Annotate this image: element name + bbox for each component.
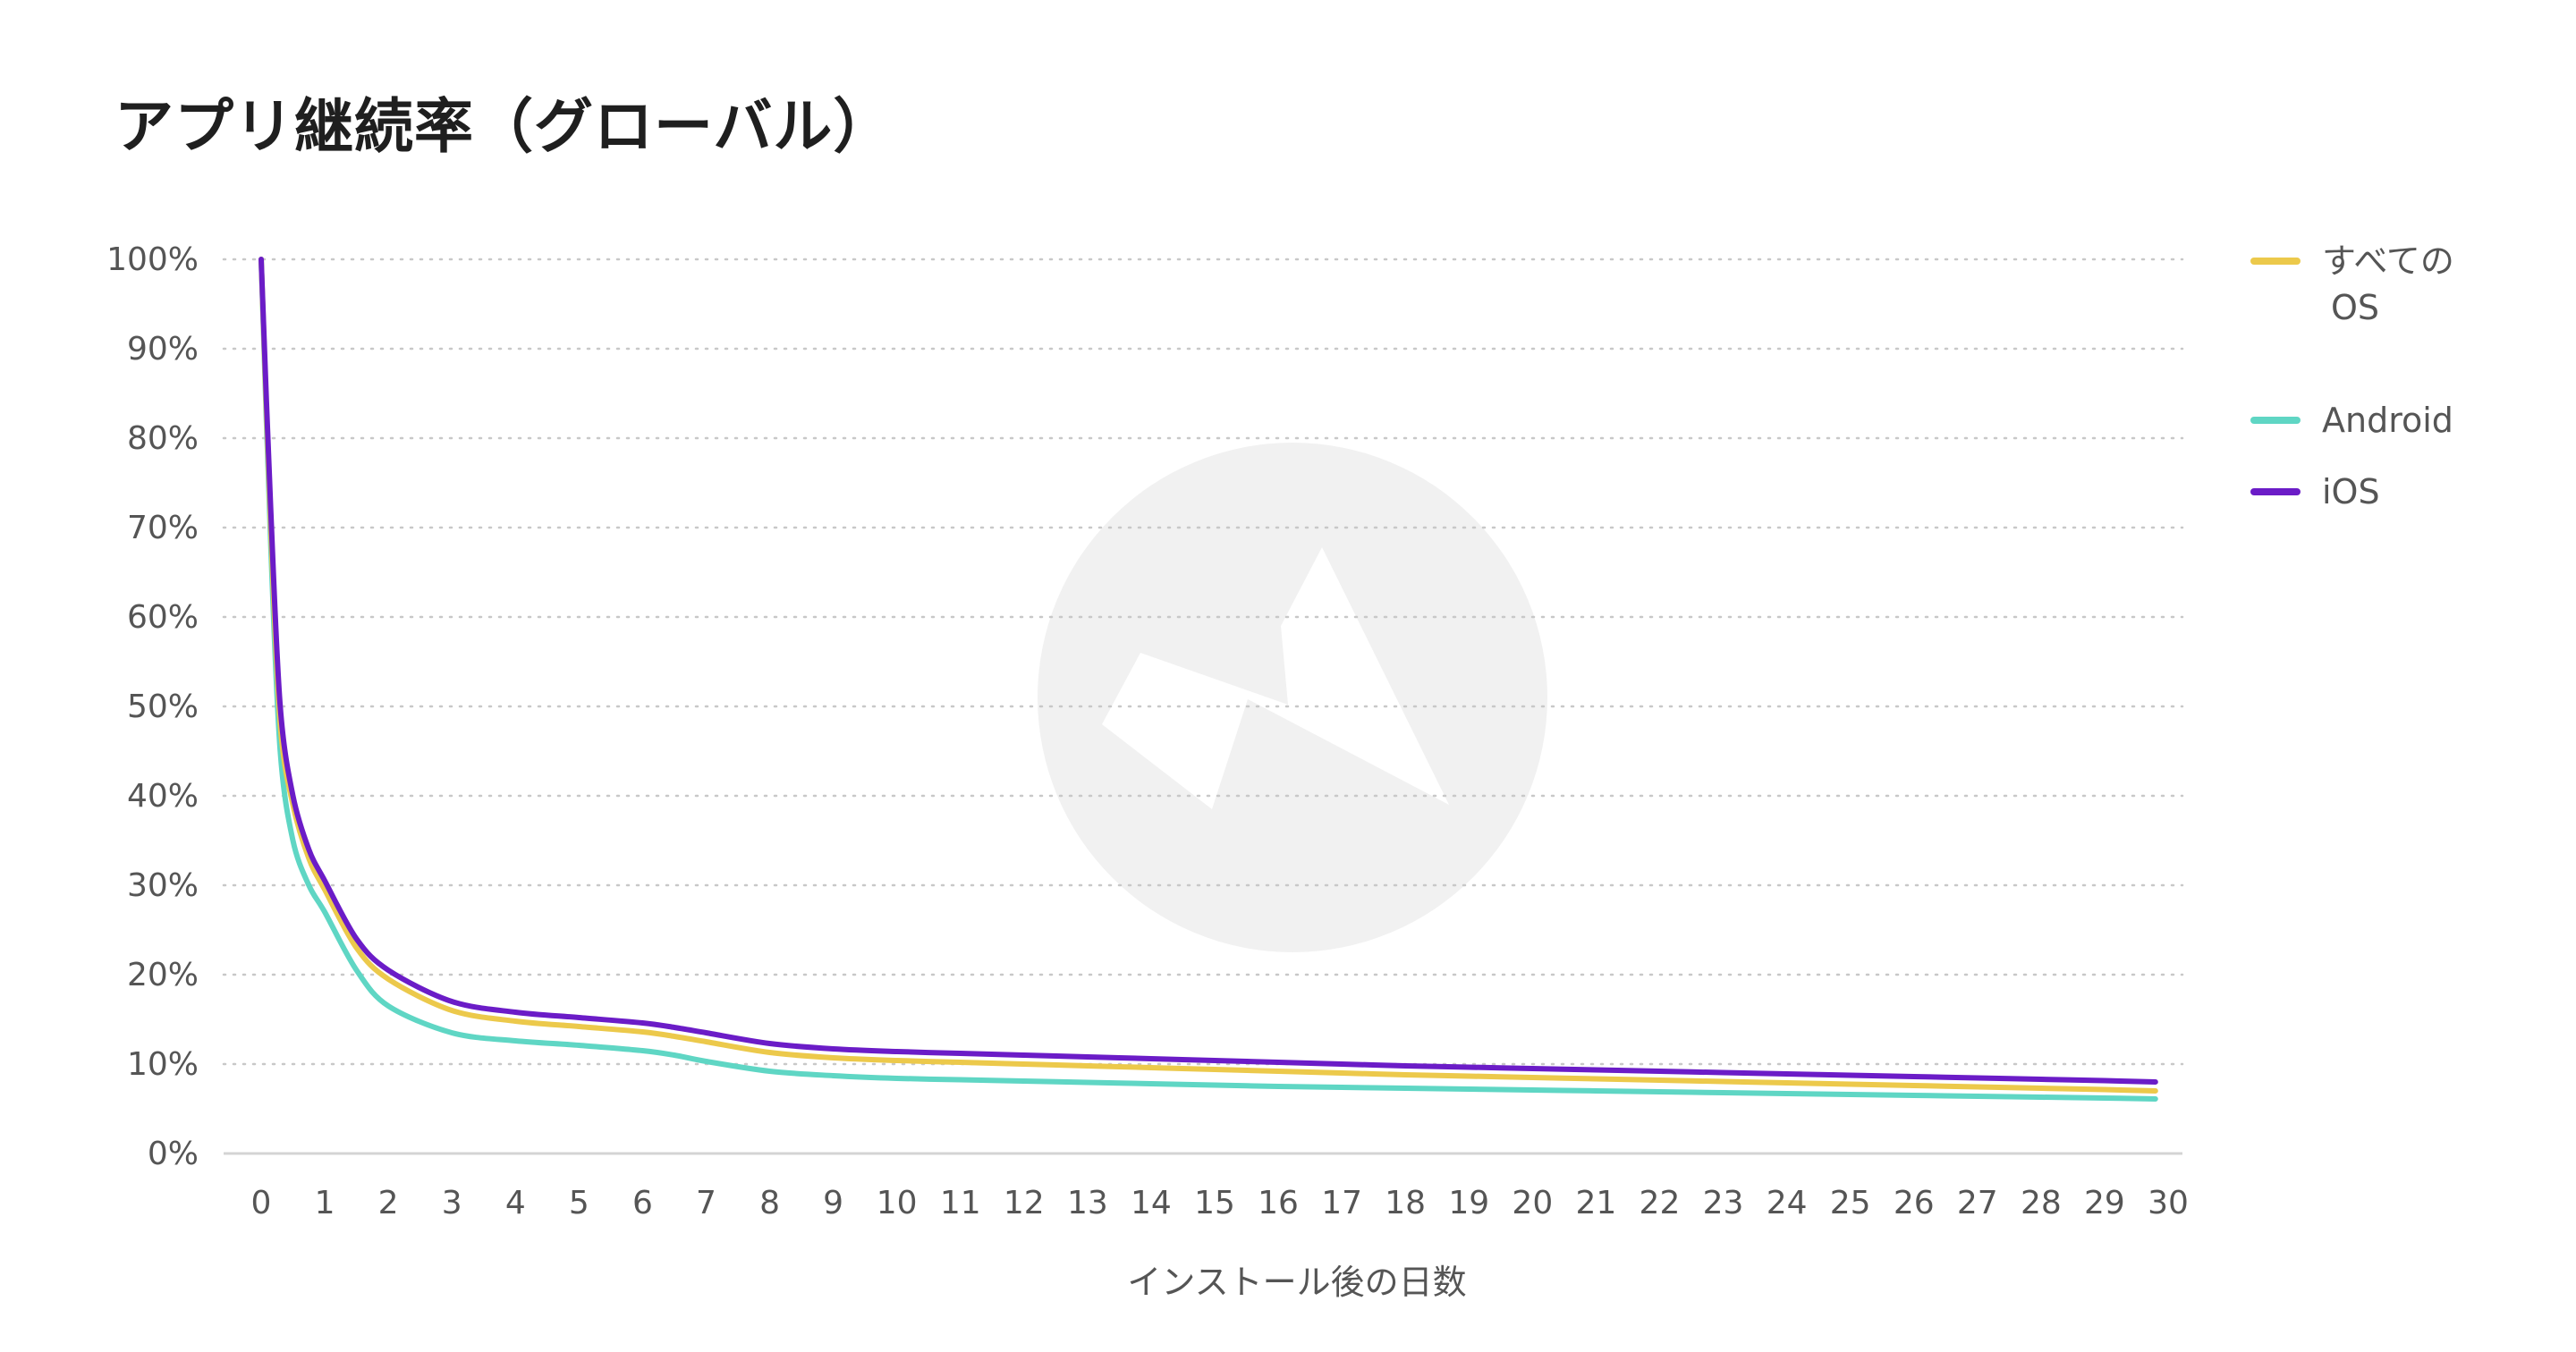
x-tick-label: 17 [1321, 1185, 1362, 1221]
x-tick-label: 22 [1640, 1185, 1681, 1221]
y-tick-label: 100% [106, 241, 199, 278]
x-tick-label: 20 [1512, 1185, 1553, 1221]
y-tick-label: 80% [127, 420, 199, 457]
x-tick-labels: 0 1 2 3 4 5 6 7 8 9 10 11 12 13 14 15 16 17 18 19 20 21 22 23 24… [251, 1185, 2189, 1221]
legend-label: すべての [2322, 241, 2454, 281]
x-tick-label: 25 [1830, 1185, 1871, 1221]
x-tick-label: 14 [1131, 1185, 1172, 1221]
legend-item: すべての OS [2250, 241, 2454, 327]
x-tick-label: 8 [759, 1185, 780, 1221]
chart-title: アプリ継続率（グローバル） [114, 92, 894, 161]
x-tick-label: 24 [1767, 1185, 1808, 1221]
x-tick-label: 5 [569, 1185, 589, 1221]
x-tick-label: 21 [1575, 1185, 1616, 1221]
grid-lines [222, 258, 2184, 1066]
legend: すべての OS Android iOS [2250, 241, 2454, 511]
legend-label: Android [2322, 401, 2453, 440]
x-tick-label: 4 [505, 1185, 526, 1221]
y-tick-label: 50% [127, 689, 199, 725]
legend-label: OS [2331, 288, 2379, 327]
x-tick-label: 26 [1894, 1185, 1935, 1221]
x-tick-label: 9 [823, 1185, 843, 1221]
x-tick-label: 29 [2084, 1185, 2125, 1221]
x-tick-label: 30 [2148, 1185, 2189, 1221]
y-tick-label: 40% [127, 778, 199, 815]
y-tick-label: 60% [127, 599, 199, 636]
x-tick-label: 27 [1957, 1185, 1998, 1221]
series-lines [258, 257, 2158, 1102]
x-tick-label: 11 [940, 1185, 981, 1221]
x-tick-label: 2 [378, 1185, 399, 1221]
x-tick-label: 1 [315, 1185, 335, 1221]
x-tick-label: 0 [251, 1185, 272, 1221]
y-tick-labels: 0% 10% 20% 30% 40% 50% 60% 70% 80% 90% 100% [106, 241, 199, 1172]
x-tick-label: 15 [1194, 1185, 1235, 1221]
x-tick-label: 16 [1258, 1185, 1299, 1221]
x-tick-label: 10 [877, 1185, 918, 1221]
series-line-android [258, 257, 2158, 1102]
x-tick-label: 7 [696, 1185, 716, 1221]
x-tick-label: 13 [1067, 1185, 1108, 1221]
x-tick-label: 28 [2021, 1185, 2062, 1221]
y-tick-label: 20% [127, 957, 199, 993]
legend-label: iOS [2322, 472, 2380, 511]
x-tick-label: 18 [1385, 1185, 1426, 1221]
y-tick-label: 30% [127, 867, 199, 904]
y-tick-label: 10% [127, 1046, 199, 1083]
series-line-all-os [258, 257, 2158, 1094]
y-tick-label: 90% [127, 331, 199, 368]
x-tick-label: 12 [1004, 1185, 1045, 1221]
y-tick-label: 70% [127, 510, 199, 546]
x-tick-label: 3 [442, 1185, 462, 1221]
x-tick-label: 6 [632, 1185, 653, 1221]
y-tick-label: 0% [148, 1136, 199, 1172]
legend-item: iOS [2250, 472, 2380, 511]
watermark-logo [1038, 443, 1547, 952]
legend-item: Android [2250, 401, 2453, 440]
x-tick-label: 19 [1448, 1185, 1489, 1221]
series-line-ios [258, 257, 2158, 1085]
x-axis-label: インストール後の日数 [1127, 1263, 1466, 1302]
x-tick-label: 23 [1703, 1185, 1744, 1221]
